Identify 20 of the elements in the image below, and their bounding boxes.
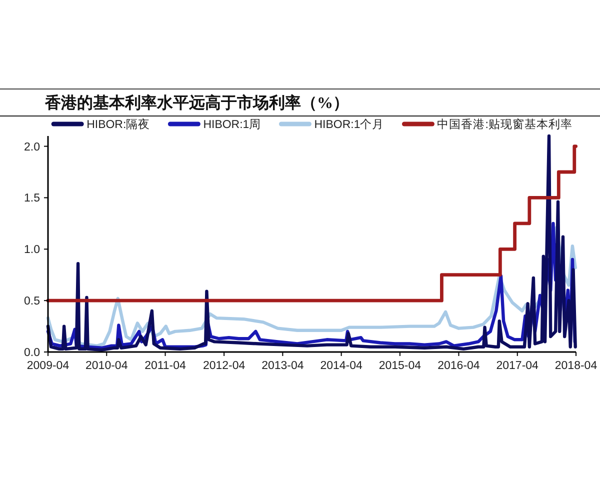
x-tick-label: 2009-04 (26, 360, 70, 372)
y-tick-label: 1.5 (24, 192, 40, 205)
x-tick-label: 2018-04 (554, 360, 598, 372)
legend-label: HIBOR:隔夜 (86, 117, 150, 131)
x-tick-label: 2011-04 (144, 360, 187, 372)
y-tick-label: 0.0 (24, 347, 40, 359)
y-tick-label: 2.0 (24, 141, 40, 154)
legend-label: HIBOR:1周 (203, 118, 262, 131)
x-tick-label: 2015-04 (378, 360, 422, 372)
x-tick-label: 2017-04 (496, 360, 540, 372)
legend-label: HIBOR:1个月 (314, 118, 384, 131)
x-tick-label: 2012-04 (202, 360, 246, 372)
x-tick-label: 2013-04 (262, 360, 304, 372)
x-tick-label: 2014-04 (320, 360, 364, 372)
y-tick-label: 0.5 (24, 296, 40, 308)
y-tick-label: 1.0 (24, 244, 40, 256)
legend-label: 中国香港:贴现窗基本利率 (437, 117, 572, 131)
title: 香港的基本利率水平远高于市场利率（%） (45, 95, 349, 112)
x-tick-label: 2016-04 (438, 360, 480, 372)
x-tick-label: 2010-04 (86, 360, 128, 372)
